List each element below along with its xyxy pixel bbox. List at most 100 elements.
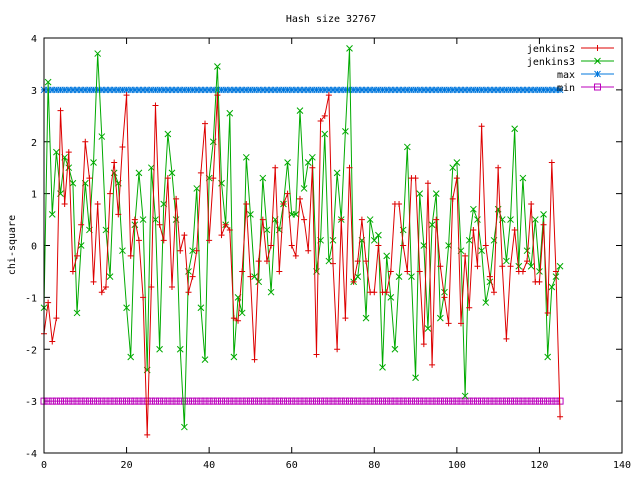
data-point-max [119,86,126,94]
data-point-max [255,86,263,94]
data-point-max [362,86,370,94]
data-point-min [48,397,56,405]
data-point-min [383,397,391,405]
data-point-max [391,86,399,94]
y-tick-label: 4 [31,34,37,45]
data-point-max [61,86,68,94]
data-point-jenkins3 [53,148,60,156]
data-point-min [65,397,73,405]
data-point-jenkins3 [168,169,176,177]
data-point-max [527,86,535,94]
data-point-max [403,86,411,94]
data-point-max [94,86,102,94]
data-point-jenkins3 [395,273,403,280]
data-point-min [304,397,312,405]
data-point-jenkins3 [267,288,275,296]
data-point-min [234,397,242,405]
data-point-min [498,397,506,405]
data-point-jenkins2 [400,242,407,249]
data-point-max [201,86,209,94]
data-point-max [428,86,436,94]
series-line-jenkins2 [43,94,561,435]
data-point-min [317,397,325,405]
data-point-max [176,86,184,94]
data-point-max [474,86,481,94]
data-point-jenkins2 [346,164,353,171]
data-point-max [342,86,349,94]
data-point-min [453,397,461,405]
data-point-jenkins2 [292,252,299,259]
data-point-jenkins3 [540,211,547,218]
data-point-jenkins2 [65,149,72,156]
data-point-min [436,397,444,405]
data-point-jenkins2 [280,201,287,207]
data-point-jenkins2 [424,180,431,187]
data-point-max [102,86,110,94]
data-point-max [135,86,143,94]
data-point-min [226,397,234,405]
data-point-min [106,397,114,405]
data-point-jenkins3 [346,45,353,52]
data-point-min [548,397,556,405]
data-point-jenkins3 [478,247,485,255]
data-point-min [469,397,477,405]
data-point-max [465,86,473,94]
data-point-max [379,86,386,94]
data-point-min [354,397,362,405]
data-point-jenkins2 [544,309,551,316]
data-point-jenkins3 [193,185,201,192]
data-point-jenkins2 [148,284,155,290]
data-point-jenkins3 [139,216,147,223]
data-point-min [366,397,374,405]
data-point-jenkins2 [491,289,498,296]
data-point-jenkins2 [457,320,464,327]
data-point-min [540,397,548,405]
data-point-jenkins3 [321,130,329,138]
data-point-jenkins2 [540,221,547,228]
data-point-jenkins2 [115,211,122,218]
data-point-jenkins3 [44,78,52,86]
data-point-min [288,397,296,405]
data-point-jenkins2 [325,92,332,99]
plot-area [40,45,564,438]
data-point-max [288,86,296,94]
data-point-max [416,86,424,94]
data-point-jenkins2 [156,221,163,228]
data-point-min [325,397,333,405]
data-point-min [218,397,226,405]
data-point-min [329,397,337,405]
data-point-jenkins2 [416,268,423,275]
data-point-max [226,86,234,94]
data-point-jenkins3 [403,143,411,151]
data-point-jenkins2 [78,221,85,228]
data-point-jenkins3 [189,247,196,255]
data-point-max [267,86,275,94]
data-point-jenkins2 [193,247,200,254]
data-point-jenkins3 [214,63,221,70]
data-point-jenkins2 [131,216,138,223]
data-point-min [143,397,151,405]
legend-label-min: min [557,83,575,94]
data-point-min [337,397,345,405]
data-point-min [81,397,89,405]
data-point-jenkins2 [536,278,543,285]
data-point-min [127,397,135,405]
data-point-jenkins2 [127,252,134,259]
data-point-jenkins2 [470,226,477,233]
data-point-jenkins2 [107,190,114,197]
data-point-max [152,86,159,94]
series-jenkins2 [41,92,564,438]
data-point-jenkins3 [329,236,337,244]
data-point-jenkins2 [557,413,564,420]
data-point-jenkins2 [449,195,456,202]
data-point-max [247,86,254,94]
data-point-jenkins2 [462,252,469,259]
data-point-min [102,397,110,405]
data-point-min [168,397,176,405]
data-point-jenkins2 [507,263,514,270]
data-point-min [193,397,201,405]
data-point-min [251,397,259,405]
data-point-jenkins3 [181,423,188,431]
data-point-jenkins3 [342,128,349,135]
